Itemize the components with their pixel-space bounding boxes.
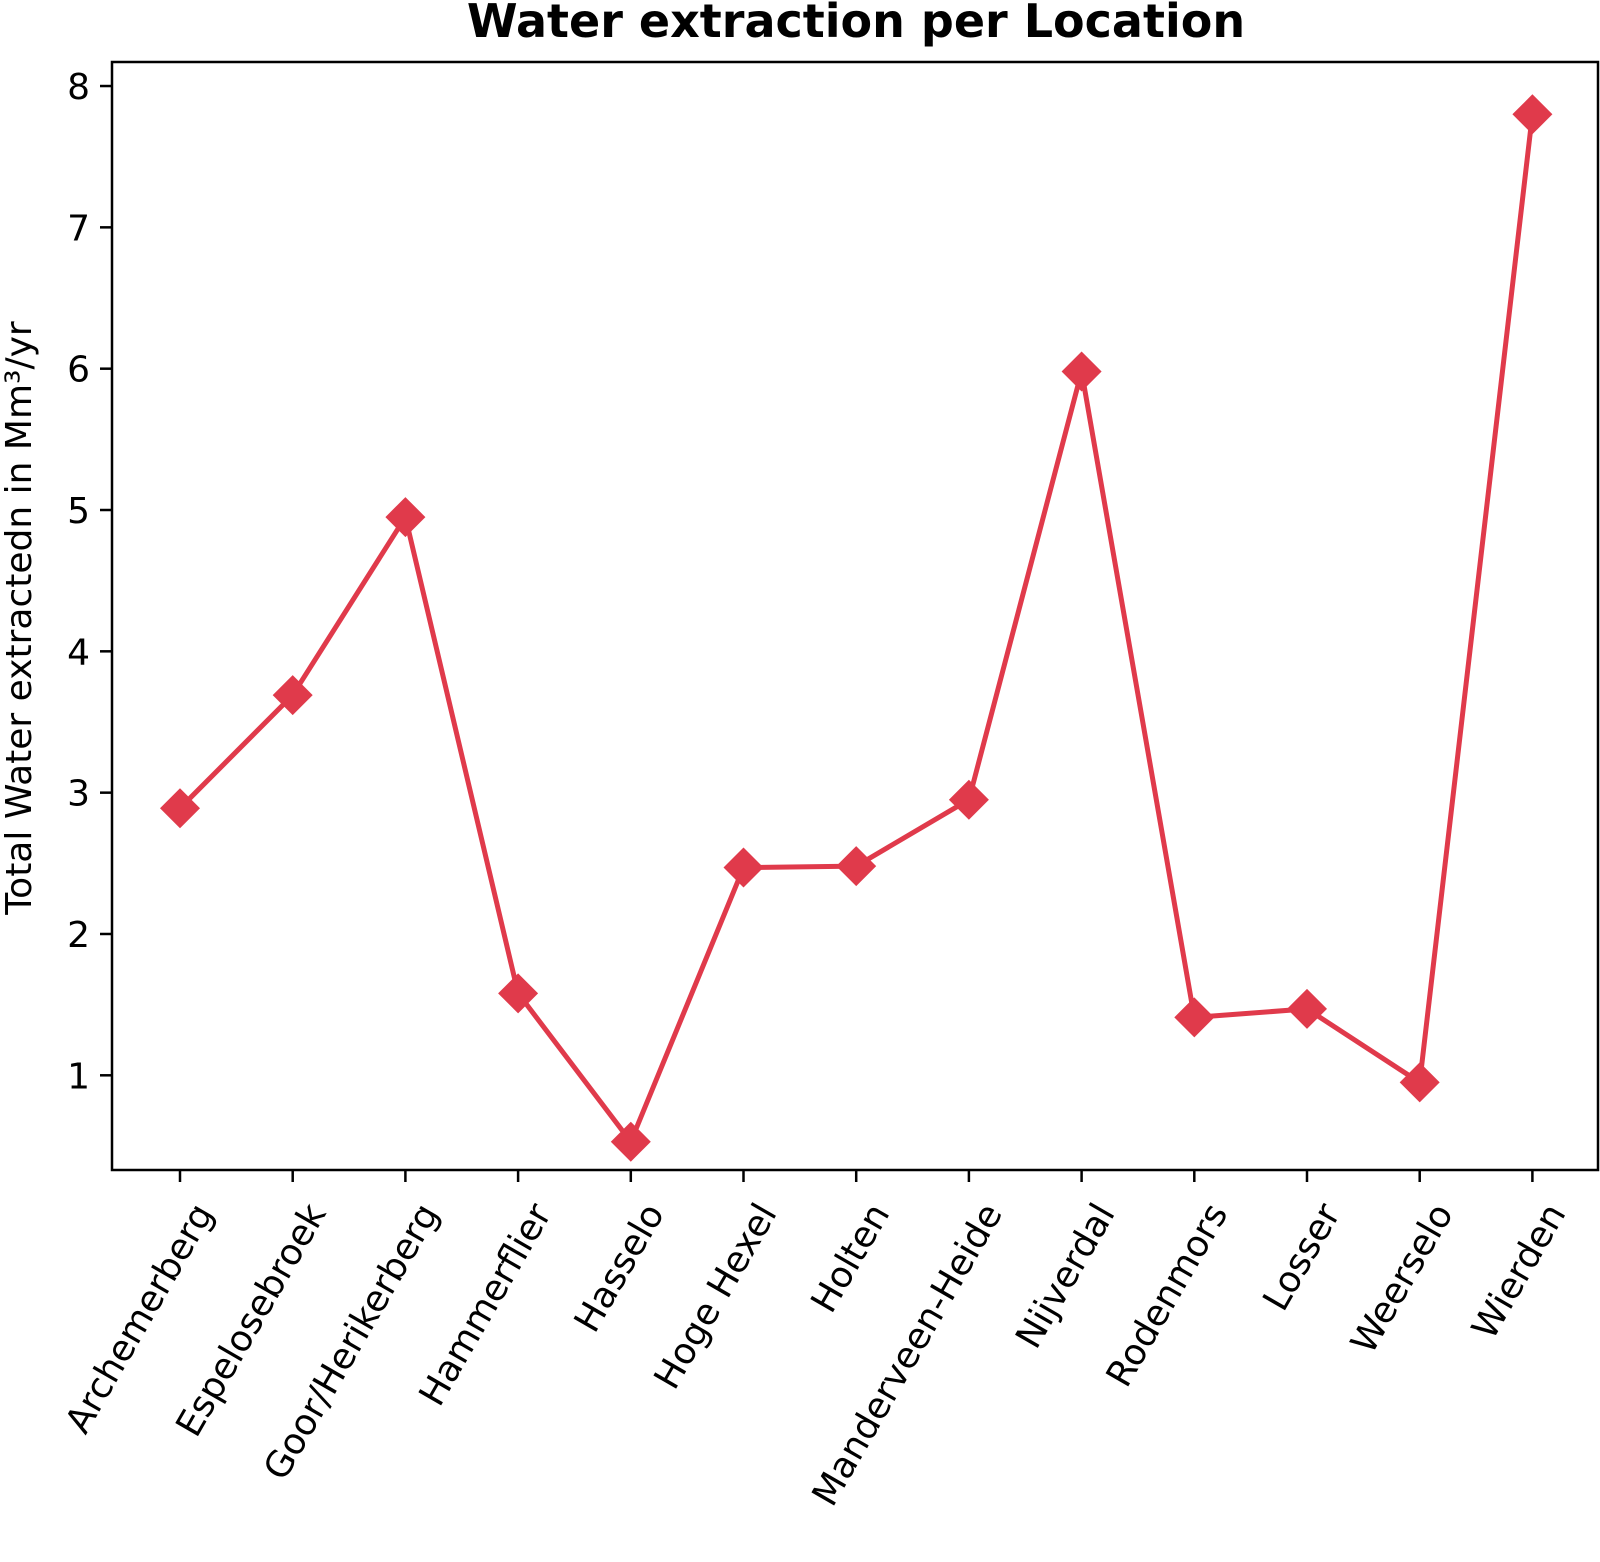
series-line [178,114,1535,1145]
data-point [948,779,989,820]
data-point [272,675,313,716]
data-point [1399,1062,1440,1103]
data-point [1287,988,1327,1029]
plot-frame [110,60,1600,1172]
y-tick-label: 3 [67,774,90,815]
y-tick-label: 2 [67,915,90,956]
data-point [385,497,426,538]
x-tick-label: Hoge Hexel [647,1197,786,1396]
data-point [498,973,539,1014]
y-tick-label: 6 [67,350,90,391]
y-tick-label: 7 [67,208,90,249]
plot-area: 12345678ArchemerbergEspelosebroekGoor/He… [58,60,1600,1513]
x-tick-label: Holten [804,1197,899,1320]
x-tick-label: Hasselo [567,1197,673,1339]
y-tick-label: 1 [67,1056,90,1097]
data-point [1174,997,1215,1038]
y-tick-label: 4 [67,632,90,673]
y-axis-label: Total Water extractedn in Mm³/yr [0,321,40,916]
x-tick-label: Nijverdal [1008,1197,1123,1356]
data-point [723,847,764,888]
x-tick-label: Wierden [1464,1197,1574,1346]
data-point [836,846,877,887]
x-tick-label: Rodenmors [1099,1197,1236,1394]
data-point [1512,94,1553,135]
data-point [1061,351,1102,392]
x-tick-label: Weerselo [1343,1197,1461,1361]
y-tick-label: 8 [67,67,90,108]
data-point [160,788,200,829]
y-tick-label: 5 [67,491,90,532]
chart-title: Water extraction per Location [467,0,1245,48]
data-point [610,1121,651,1162]
x-tick-label: Losser [1255,1197,1349,1318]
